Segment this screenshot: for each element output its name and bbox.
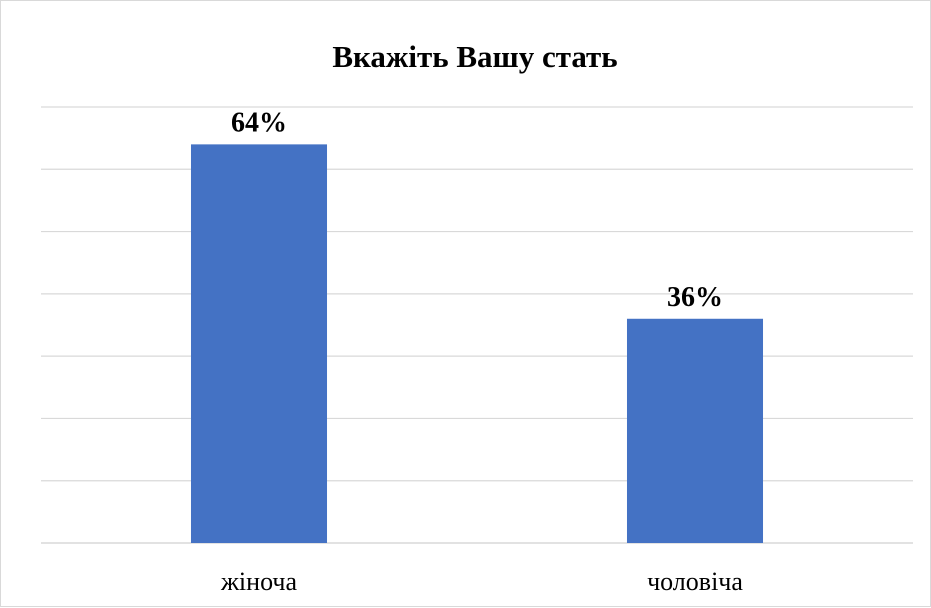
category-label-1: жіноча	[220, 567, 298, 596]
bar-2	[626, 318, 764, 543]
category-label-2: чоловіча	[647, 567, 743, 596]
gridlines	[41, 106, 913, 544]
bars	[190, 144, 764, 543]
data-labels: 64% 36%	[231, 107, 723, 312]
bar-1	[190, 144, 328, 543]
category-labels: жіноча чоловіча	[220, 567, 743, 596]
data-label-2: 36%	[667, 282, 723, 313]
data-label-1: 64%	[231, 107, 287, 138]
chart-title: Вкажіть Вашу стать	[332, 39, 617, 74]
